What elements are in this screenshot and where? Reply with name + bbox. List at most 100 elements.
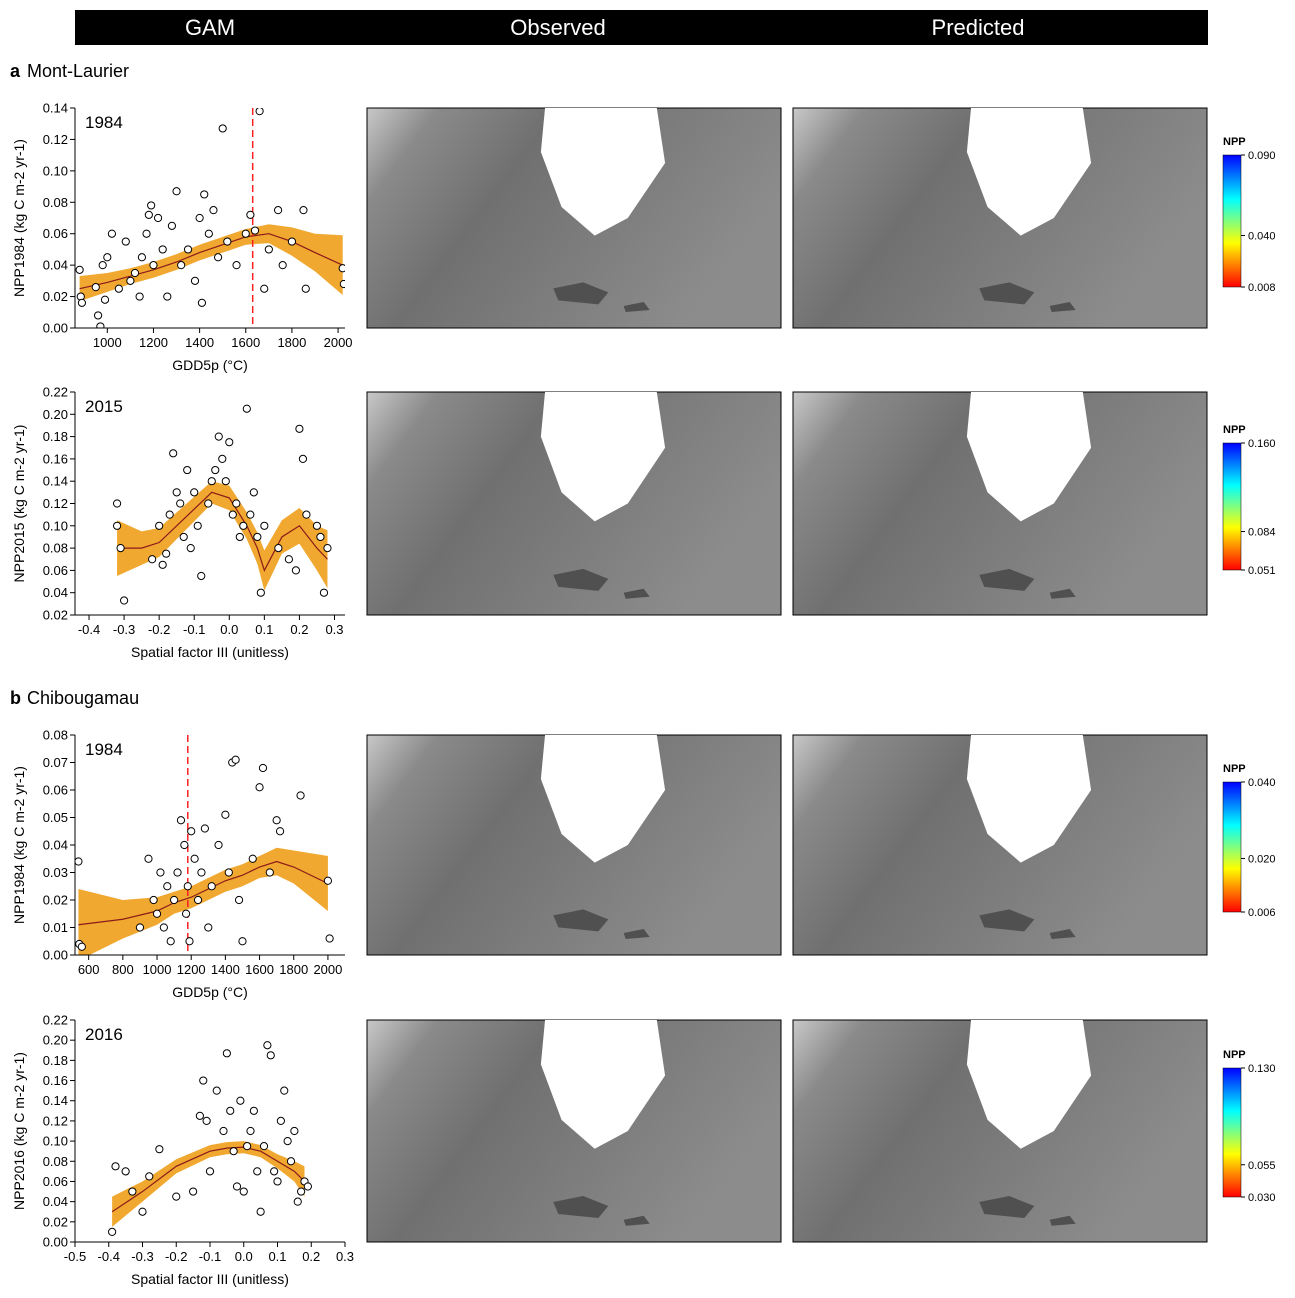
- colorbar: [1223, 782, 1241, 912]
- colorbar-title: NPP: [1223, 1049, 1246, 1061]
- data-point: [208, 478, 215, 485]
- plot-area: [76, 108, 347, 330]
- data-point: [320, 589, 327, 596]
- data-point: [232, 756, 239, 763]
- data-point: [203, 1117, 210, 1124]
- data-point: [233, 500, 240, 507]
- y-tick-label: 0.02: [43, 608, 68, 623]
- x-tick-label: 600: [78, 962, 100, 977]
- data-point: [154, 214, 161, 221]
- data-point: [104, 254, 111, 261]
- data-point: [182, 910, 189, 917]
- data-point: [215, 841, 222, 848]
- data-point: [108, 230, 115, 237]
- data-point: [267, 1052, 274, 1059]
- y-tick-label: 0.06: [43, 563, 68, 578]
- data-point: [201, 825, 208, 832]
- data-point: [222, 811, 229, 818]
- data-point: [239, 938, 246, 945]
- data-point: [233, 262, 240, 269]
- data-point: [184, 883, 191, 890]
- y-axis-label: NPP1984 (kg C m-2 yr-1): [11, 766, 27, 924]
- panel-letter: b: [10, 688, 21, 708]
- column-header: Observed: [510, 15, 605, 40]
- y-tick-label: 0.12: [43, 496, 68, 511]
- colorbar-tick-label: 0.008: [1248, 282, 1276, 294]
- figure: GAM Observed Predicted a Mont-Laurier b …: [0, 0, 1295, 1293]
- data-point: [260, 1143, 267, 1150]
- data-point: [339, 265, 346, 272]
- x-tick-label: -0.5: [64, 1249, 86, 1264]
- colorbar-tick-label: 0.030: [1248, 1192, 1276, 1204]
- data-point: [127, 277, 134, 284]
- data-point: [191, 277, 198, 284]
- x-tick-label: 0.1: [268, 1249, 286, 1264]
- data-point: [143, 230, 150, 237]
- data-point: [170, 450, 177, 457]
- colorbar-tick-label: 0.090: [1248, 150, 1276, 162]
- data-point: [198, 572, 205, 579]
- data-point: [115, 285, 122, 292]
- data-point: [247, 211, 254, 218]
- data-point: [219, 455, 226, 462]
- header-bar: [75, 10, 1208, 45]
- colorbar-tick-label: 0.040: [1248, 777, 1276, 789]
- y-tick-label: 0.22: [43, 385, 68, 400]
- x-axis-label: GDD5p (°C): [172, 357, 248, 373]
- data-point: [303, 511, 310, 518]
- data-point: [266, 869, 273, 876]
- colorbar: [1223, 443, 1241, 570]
- y-tick-label: 0.08: [43, 541, 68, 556]
- x-axis-label: GDD5p (°C): [172, 984, 248, 1000]
- colorbar-title: NPP: [1223, 136, 1246, 148]
- x-tick-label: 1200: [139, 335, 168, 350]
- data-point: [259, 764, 266, 771]
- panel-letter: a: [10, 61, 21, 81]
- data-point: [159, 246, 166, 253]
- data-point: [200, 1077, 207, 1084]
- data-point: [150, 262, 157, 269]
- data-point: [254, 533, 261, 540]
- data-point: [94, 312, 101, 319]
- confidence-band: [78, 848, 327, 961]
- data-point: [294, 1198, 301, 1205]
- data-point: [194, 522, 201, 529]
- data-point: [208, 883, 215, 890]
- data-point: [164, 293, 171, 300]
- colorbar-tick-label: 0.051: [1248, 565, 1276, 577]
- data-point: [148, 202, 155, 209]
- data-point: [236, 533, 243, 540]
- data-point: [296, 425, 303, 432]
- data-point: [324, 877, 331, 884]
- data-point: [235, 896, 242, 903]
- data-point: [274, 207, 281, 214]
- data-point: [220, 1127, 227, 1134]
- data-point: [219, 125, 226, 132]
- y-tick-label: 0.04: [43, 585, 68, 600]
- data-point: [99, 262, 106, 269]
- data-point: [136, 293, 143, 300]
- data-point: [190, 1188, 197, 1195]
- x-tick-label: -0.2: [165, 1249, 187, 1264]
- x-axis-label: Spatial factor III (unitless): [131, 1271, 289, 1287]
- y-tick-label: 0.12: [43, 132, 68, 147]
- data-point: [243, 405, 250, 412]
- data-point: [225, 869, 232, 876]
- colorbar-tick-label: 0.084: [1248, 527, 1276, 539]
- plot-area: [113, 405, 331, 604]
- x-tick-label: -0.2: [148, 622, 170, 637]
- data-point: [184, 466, 191, 473]
- data-point: [250, 489, 257, 496]
- data-point: [156, 522, 163, 529]
- data-point: [242, 230, 249, 237]
- y-tick-label: 0.04: [43, 838, 68, 853]
- y-tick-label: 0.00: [43, 321, 68, 336]
- data-point: [113, 522, 120, 529]
- data-point: [163, 550, 170, 557]
- data-point: [212, 466, 219, 473]
- colorbar-tick-label: 0.130: [1248, 1063, 1276, 1075]
- y-tick-label: 0.18: [43, 1053, 68, 1068]
- data-point: [240, 1188, 247, 1195]
- y-tick-label: 0.03: [43, 865, 68, 880]
- data-point: [157, 869, 164, 876]
